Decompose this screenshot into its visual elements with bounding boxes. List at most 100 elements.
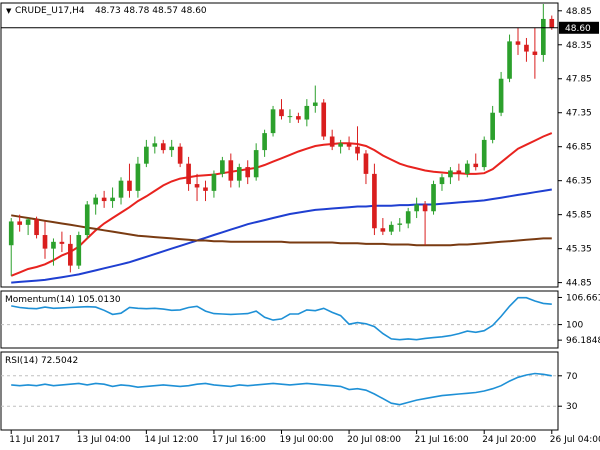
candle-body <box>93 197 99 205</box>
candle-body <box>203 187 208 191</box>
time-tick-label: 24 Jul 20:00 <box>482 435 536 445</box>
candle-body <box>481 139 487 168</box>
candle-body <box>17 221 22 225</box>
candle-body <box>464 163 470 174</box>
candle <box>17 214 22 232</box>
candle-body <box>279 109 284 117</box>
current-price-label: 48.60 <box>565 24 591 34</box>
candle <box>464 160 470 178</box>
candle-body <box>439 177 445 185</box>
price-tick-label: 45.85 <box>566 211 592 221</box>
candle-body <box>51 241 56 249</box>
candle-body <box>152 143 158 147</box>
candle-body <box>448 170 453 178</box>
candle <box>524 37 529 62</box>
candle <box>127 163 132 198</box>
time-tick-label: 20 Jul 08:00 <box>347 435 401 445</box>
price-tick-label: 47.35 <box>566 109 592 119</box>
candle <box>532 27 538 79</box>
symbol-label: CRUDE_U17,H4 <box>15 6 85 16</box>
candle <box>363 150 369 185</box>
candle-body <box>101 197 107 202</box>
candle-body <box>405 211 411 224</box>
candle-body <box>8 221 14 246</box>
candle-body <box>431 184 436 212</box>
candle-body <box>456 170 462 174</box>
candle <box>68 235 73 273</box>
candle-body <box>490 112 495 140</box>
candle-body <box>287 116 293 118</box>
candle-body <box>473 163 479 168</box>
candle-body <box>414 204 419 212</box>
momentum-panel[interactable] <box>0 290 559 349</box>
candle-body <box>498 78 504 113</box>
candle <box>456 163 462 181</box>
candle-body <box>253 150 259 178</box>
price-tick-label: 48.35 <box>566 41 592 51</box>
price-tick-label: 44.85 <box>566 279 592 289</box>
candle <box>253 143 259 181</box>
candle <box>177 143 183 168</box>
candle <box>329 129 335 151</box>
candle-body <box>304 105 310 120</box>
candle-body <box>296 116 301 120</box>
candle-body <box>118 180 124 198</box>
candle <box>439 173 445 191</box>
time-axis: 11 Jul 2017 13 Jul 04:00 14 Jul 12:00 17 Ju… <box>9 430 600 445</box>
rsi-tick-label: 70 <box>566 372 578 382</box>
candle-body <box>321 102 327 137</box>
price-tick-label: 46.85 <box>566 143 592 153</box>
price-panel[interactable] <box>0 2 559 288</box>
candle <box>355 126 360 161</box>
candle-body <box>42 235 48 249</box>
candle <box>236 163 242 188</box>
candle <box>312 85 318 113</box>
candle <box>76 231 82 270</box>
time-tick-label: 21 Jul 16:00 <box>415 435 469 445</box>
candle <box>431 180 436 215</box>
candlestick-series <box>8 4 555 276</box>
dropdown-arrow-icon[interactable]: ▼ <box>6 7 12 15</box>
candle-body <box>532 51 538 55</box>
candle-body <box>135 163 141 191</box>
rsi-series: 30 70 <box>1 372 578 412</box>
candle-body <box>84 204 90 236</box>
candle-body <box>507 41 512 79</box>
price-tick-label: 47.85 <box>566 75 592 85</box>
candle <box>380 218 386 236</box>
time-tick-label: 26 Jul 04:00 <box>550 435 600 445</box>
candle-body <box>380 228 386 232</box>
rsi-tick-label: 30 <box>566 402 578 412</box>
rsi-panel[interactable] <box>0 351 559 431</box>
candle <box>25 218 31 236</box>
candle-body <box>422 204 428 212</box>
moving-average-line <box>11 188 552 284</box>
candle-body <box>76 235 82 266</box>
momentum-label: Momentum(14) 105.0130 <box>5 295 121 305</box>
candle <box>101 190 107 208</box>
candle <box>507 34 512 83</box>
candle-body <box>160 143 166 151</box>
candle-body <box>262 133 267 151</box>
candle <box>51 238 56 266</box>
candle <box>59 231 65 253</box>
rsi-label: RSI(14) 72.5042 <box>5 356 78 366</box>
candle-body <box>127 180 132 191</box>
price-tick-label: 48.85 <box>566 7 592 17</box>
candle-body <box>34 219 39 236</box>
candle <box>110 187 115 208</box>
candle-body <box>312 102 318 106</box>
candle <box>490 105 495 144</box>
candle <box>405 207 411 229</box>
candle <box>34 216 39 239</box>
candle-body <box>338 143 343 147</box>
candle-body <box>388 224 394 232</box>
time-tick-label: 19 Jul 00:00 <box>280 435 334 445</box>
candle <box>220 156 225 178</box>
moving-average-line <box>11 214 552 247</box>
candle <box>498 71 504 117</box>
candle-body <box>515 41 521 45</box>
momentum-series: 96.1848 100 106.6618 <box>1 293 600 346</box>
candle-body <box>144 146 149 164</box>
